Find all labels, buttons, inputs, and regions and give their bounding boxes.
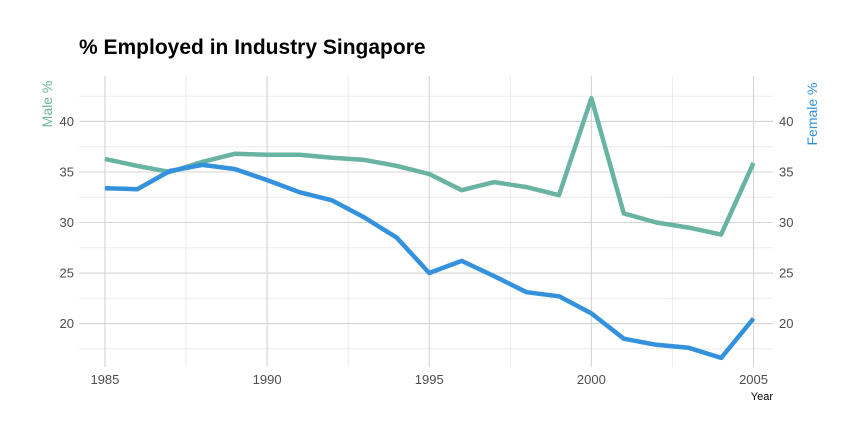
y-tick-label-left: 35 xyxy=(60,164,74,179)
major-gridlines xyxy=(79,76,773,367)
series-lines xyxy=(104,95,756,361)
series-line-female xyxy=(104,162,756,361)
y-tick-label-right: 35 xyxy=(779,164,793,179)
y-tick-label-left: 25 xyxy=(60,266,74,281)
y-axis-title-right: Female % xyxy=(804,82,820,145)
axis-labels: 1985 1990 1995 2000 2005 20 20 25 25 30 30 35 35 40 40 xyxy=(60,114,794,387)
minor-gridlines xyxy=(79,76,773,367)
x-tick-label: 2005 xyxy=(739,372,768,387)
x-axis-title: Year xyxy=(751,391,774,403)
y-tick-label-right: 25 xyxy=(779,266,793,281)
series-line-male xyxy=(104,95,756,237)
x-tick-label: 1990 xyxy=(253,372,282,387)
x-tick-label: 2000 xyxy=(577,372,606,387)
y-axis-title-left: Male % xyxy=(39,81,55,128)
y-tick-label-left: 20 xyxy=(60,316,74,331)
y-tick-label-right: 20 xyxy=(779,316,793,331)
y-tick-label-right: 40 xyxy=(779,114,793,129)
y-tick-label-left: 30 xyxy=(60,215,74,230)
y-tick-label-left: 40 xyxy=(60,114,74,129)
x-tick-label: 1985 xyxy=(90,372,119,387)
chart-title: % Employed in Industry Singapore xyxy=(79,36,426,59)
x-tick-label: 1995 xyxy=(415,372,444,387)
y-tick-label-right: 30 xyxy=(779,215,793,230)
